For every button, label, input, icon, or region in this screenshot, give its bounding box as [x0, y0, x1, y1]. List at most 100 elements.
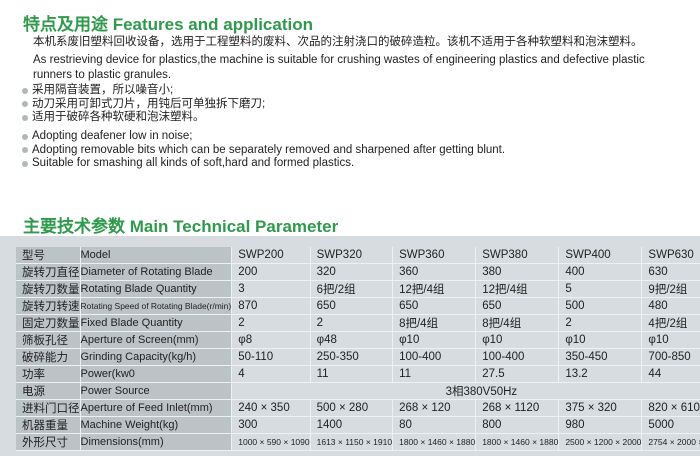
features-desc-en: As restrieving device for plastics,the m…: [33, 54, 645, 81]
value-cell: SWP200: [231, 247, 311, 264]
row-label-zh: 电源: [16, 382, 81, 400]
value-cell: φ10: [475, 331, 560, 349]
row-label-zh: 外形尺寸: [16, 433, 81, 451]
bullet-icon: [22, 133, 28, 140]
table-row: 电源 Power Source 3相380V50Hz: [16, 382, 700, 400]
value-cell: 375 × 320: [558, 399, 643, 417]
value-cell: SWP630: [641, 247, 700, 264]
value-cell: 650: [310, 297, 394, 315]
value-cell: 2: [231, 314, 311, 332]
value-cell: SWP380: [475, 247, 560, 264]
row-label-en: Model: [80, 247, 233, 264]
bullet-item: Adopting deafener low in noise;: [22, 130, 505, 144]
value-cell: 12把/4组: [475, 280, 560, 298]
value-cell: 11: [310, 365, 394, 383]
value-cell: φ10: [641, 331, 700, 349]
merged-cell: 3相380V50Hz: [231, 382, 700, 400]
value-cell: 480: [641, 297, 700, 315]
row-label-zh: 筛板孔径: [16, 331, 81, 349]
value-cell: 2: [558, 314, 643, 332]
row-label-zh: 旋转刀直径: [16, 263, 81, 281]
value-cell: 44: [641, 365, 700, 383]
value-cell: 50-110: [231, 348, 311, 366]
bullet-icon: [22, 160, 28, 167]
table-row: 旋转刀直径 Diameter of Rotating Blade 200 320 360…: [16, 263, 700, 281]
bullet-item: Suitable for smashing all kinds of soft,…: [22, 157, 505, 171]
value-cell: 2754 × 2000 × 2850: [641, 433, 700, 451]
value-cell: 6把/2组: [310, 280, 394, 298]
row-label-en: Power Source: [80, 382, 233, 400]
bullet-item: Adopting removable bits which can be sep…: [22, 144, 505, 158]
value-cell: 3: [231, 280, 311, 298]
bullet-icon: [22, 147, 28, 154]
value-cell: 240 × 350: [231, 399, 311, 417]
row-label-zh: 固定刀数量: [16, 314, 81, 332]
value-cell: 250-350: [310, 348, 394, 366]
row-label-zh: 破碎能力: [16, 348, 81, 366]
value-cell: 2: [310, 314, 394, 332]
value-cell: φ48: [310, 331, 394, 349]
row-label-en: Dimensions(mm): [80, 433, 233, 451]
value-cell: 500: [558, 297, 643, 315]
value-cell: 650: [475, 297, 560, 315]
features-title: 特点及用途 Features and application: [23, 15, 313, 34]
value-cell: 4: [231, 365, 311, 383]
table-row: 筛板孔径 Aperture of Screen(mm) φ8 φ48 φ10 φ10 φ10…: [16, 331, 700, 349]
value-cell: 980: [558, 416, 643, 434]
features-desc-zh: 本机系废旧塑料回收设备，选用于工程塑料的废料、次品的注射浇口的破碎造粒。该机不适…: [33, 36, 643, 48]
value-cell: 700-850: [641, 348, 700, 366]
bullet-icon: [22, 87, 28, 94]
row-label-en: Aperture of Screen(mm): [80, 331, 233, 349]
row-label-en: Power(kw0: [80, 365, 233, 383]
value-cell: SWP400: [558, 247, 643, 264]
value-cell: 9把/2组: [641, 280, 700, 298]
bullets-zh: 采用隔音装置，所以噪音小; 动刀采用可卸式刀片，用钝后可单独拆下磨刀; 适用于破…: [22, 84, 265, 125]
value-cell: 320: [310, 263, 394, 281]
table-row: 进料门口径 Aperture of Feed Inlet(mm) 240 × 350…: [16, 399, 700, 417]
table-row: 破碎能力 Grinding Capacity(kg/h) 50-110 250-350…: [16, 348, 700, 366]
value-cell: 80: [392, 416, 477, 434]
value-cell: 8把/4组: [392, 314, 477, 332]
table-row: 旋转刀转速 Rotating Speed of Rotating Blade(r/…: [16, 297, 700, 315]
value-cell: 268 × 1120: [475, 399, 560, 417]
bullet-item: 采用隔音装置，所以噪音小;: [22, 84, 265, 98]
row-label-en: Machine Weight(kg): [80, 416, 233, 434]
table-row: 功率 Power(kw0 4 11 11 27.5 13.2 44: [16, 365, 700, 383]
row-label-zh: 型号: [16, 247, 81, 264]
value-cell: 360: [392, 263, 477, 281]
row-label-zh: 功率: [16, 365, 81, 383]
value-cell: 630: [641, 263, 700, 281]
value-cell: 13.2: [558, 365, 643, 383]
row-label-en: Rotating Speed of Rotating Blade(r/min): [80, 297, 233, 315]
value-cell: 300: [231, 416, 311, 434]
value-cell: 820 × 610: [641, 399, 700, 417]
value-cell: 100-400: [392, 348, 477, 366]
value-cell: SWP360: [392, 247, 477, 264]
row-label-en: Diameter of Rotating Blade: [80, 263, 233, 281]
row-label-en: Rotating Blade Quantity: [80, 280, 233, 298]
row-label-zh: 进料门口径: [16, 399, 81, 417]
value-cell: 268 × 120: [392, 399, 477, 417]
value-cell: φ10: [558, 331, 643, 349]
value-cell: 400: [558, 263, 643, 281]
table-row: 外形尺寸 Dimensions(mm) 1000 × 590 × 1090 1613 …: [16, 433, 700, 451]
table-row: 旋转刀数量 Rotating Blade Quantity 3 6把/2组 12把/4组…: [16, 280, 700, 298]
row-label-en: Fixed Blade Quantity: [80, 314, 233, 332]
value-cell: SWP320: [310, 247, 394, 264]
row-label-en: Grinding Capacity(kg/h): [80, 348, 233, 366]
bullets-en: Adopting deafener low in noise; Adopting…: [22, 130, 505, 171]
value-cell: 870: [231, 297, 311, 315]
row-label-zh: 旋转刀数量: [16, 280, 81, 298]
value-cell: 1000 × 590 × 1090: [231, 433, 311, 451]
bullet-item: 适用于破碎各种软硬和泡沫塑料。: [22, 111, 265, 125]
value-cell: 8把/4组: [475, 314, 560, 332]
table-row: 型号 Model SWP200 SWP320 SWP360 SWP380 SWP400 SWP…: [16, 247, 700, 264]
bullet-icon: [22, 101, 28, 108]
row-label-en: Aperture of Feed Inlet(mm): [80, 399, 233, 417]
value-cell: 380: [475, 263, 560, 281]
value-cell: 27.5: [475, 365, 560, 383]
row-label-zh: 旋转刀转速: [16, 297, 81, 315]
value-cell: 200: [231, 263, 311, 281]
value-cell: 12把/4组: [392, 280, 477, 298]
value-cell: 800: [475, 416, 560, 434]
